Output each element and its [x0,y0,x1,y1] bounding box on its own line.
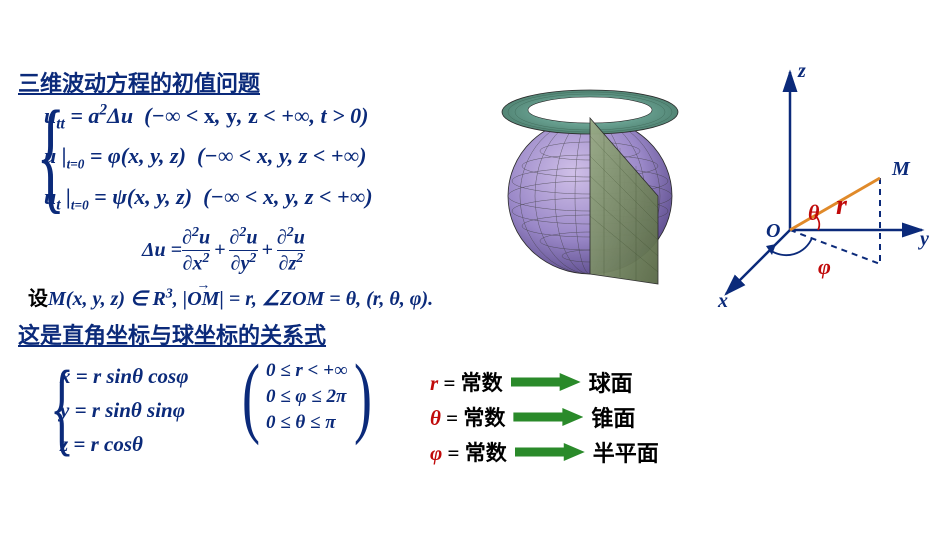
arrow-icon [513,408,583,426]
theta-symbol: θ [430,406,441,430]
initial-condition-2: ut |t=0 = ψ(x, y, z) (−∞ < x, y, z < +∞) [44,184,373,214]
lap1-den: ∂x2 [182,251,210,276]
range-phi: 0 ≤ φ ≤ 2π [266,386,348,408]
axis-label-y: y [920,228,929,251]
axis-label-x: x [718,290,728,313]
sphere-3d-diagram [470,56,710,296]
pde-text: utt = a2Δu (−∞ < x, y, z < +∞, t > 0) [44,103,368,128]
laplacian-definition: Δu = ∂2u ∂x2 + ∂2u ∂y2 + ∂2u ∂z2 [142,225,305,275]
spherical-set-line: 设M(x, y, z) ∈ R3, |OM→| = r, ∠ZOM = θ, (… [28,282,433,311]
transform-y: y = r sinθ sinφ [60,398,185,423]
lap3-den: ∂z2 [277,251,305,276]
lap1-num: ∂2u [182,225,210,250]
arrow-icon [511,373,581,391]
vector-arrow: → [196,278,210,294]
lap3-num: ∂2u [277,225,305,250]
axis-label-theta: θ [808,200,819,226]
axis-label-M: M [892,158,910,181]
laplacian-prefix: Δu = [142,239,182,262]
range-r: 0 ≤ r < +∞ [266,360,348,382]
arrow-icon [515,443,585,461]
transform-z: z = r cosθ [60,432,143,457]
transform-x: x = r sinθ cosφ [60,364,189,389]
axis-label-origin: O [766,220,780,243]
axis-label-phi: φ [818,254,831,280]
paren-right: ) [354,362,372,432]
const-theta-label: = 常数 [441,406,505,430]
const-phi-result: 半平面 [593,436,659,468]
paren-left: ( [242,362,260,432]
r-symbol: r [430,371,438,395]
set-prefix: 设 [28,288,48,310]
axis-label-z: z [798,60,806,83]
const-phi-label: = 常数 [442,441,506,465]
lap2-num: ∂2u [229,225,257,250]
phi-symbol: φ [430,441,442,465]
const-r-label: = 常数 [438,371,502,395]
const-r-result: 球面 [589,366,633,398]
initial-condition-1: u |t=0 = φ(x, y, z) (−∞ < x, y, z < +∞) [44,143,366,172]
range-theta: 0 ≤ θ ≤ π [266,412,348,434]
heading-relation: 这是直角坐标与球坐标的关系式 [18,318,326,350]
lap2-den: ∂y2 [229,251,257,276]
axis-label-r: r [836,190,847,222]
pde-equation: utt = a2Δu (−∞ < x, y, z < +∞, t > 0) [44,102,368,134]
const-theta-result: 锥面 [591,401,635,433]
